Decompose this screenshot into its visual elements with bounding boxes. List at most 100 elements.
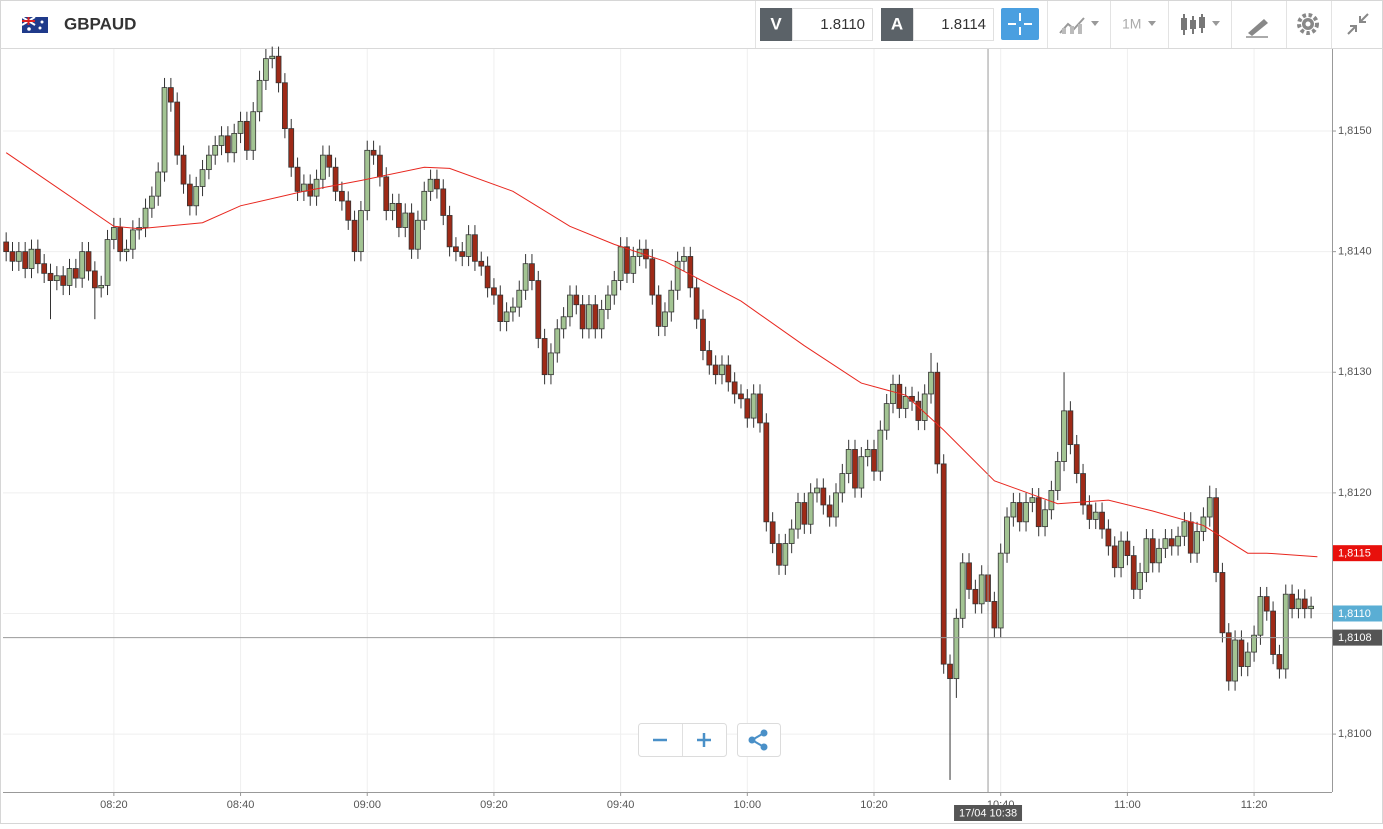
candle-body [91, 270, 98, 289]
price-tag-label: 1,8110 [1338, 608, 1371, 620]
candle-body [370, 149, 377, 156]
candle-body [712, 364, 719, 376]
candle-body [47, 272, 54, 281]
candle-body [459, 251, 466, 257]
candle-body [1099, 511, 1105, 530]
candle-body [814, 487, 820, 494]
x-tick-label: 09:20 [480, 799, 508, 811]
candle-body [750, 393, 757, 419]
timeframe-button[interactable]: 1M [1122, 16, 1156, 32]
candle-body [396, 202, 402, 228]
candle-body [206, 154, 212, 171]
chart-type-button[interactable] [1059, 17, 1099, 34]
candle-body [180, 154, 187, 185]
candle-body [516, 289, 523, 308]
zoom-in-button[interactable] [697, 733, 711, 747]
bid-button[interactable] [760, 8, 792, 41]
candle-body [301, 183, 307, 192]
candle-body [510, 306, 516, 313]
candle-body [839, 473, 846, 494]
candle-body [225, 135, 231, 154]
candle-body [129, 229, 136, 250]
candle-body [1143, 538, 1150, 573]
x-tick-label: 08:20 [100, 799, 128, 811]
candle-body [807, 492, 814, 525]
candle-body [440, 188, 447, 216]
settings-button[interactable] [1297, 13, 1319, 35]
candle-body [345, 200, 352, 221]
candle-body [738, 393, 744, 400]
ask-price: 1.8114 [941, 16, 986, 33]
crosshair-price-tag [1333, 629, 1382, 646]
candle-body [288, 128, 295, 168]
candle-body [788, 528, 795, 544]
draw-button[interactable] [1246, 19, 1268, 38]
timeframe: 1M [1122, 16, 1141, 32]
x-tick-label: 09:40 [607, 799, 635, 811]
candle-body [415, 219, 421, 250]
x-tick-label: 10:00 [734, 799, 762, 811]
candle-body [624, 246, 630, 274]
x-tick-label: 10:20 [860, 799, 888, 811]
candle-body [1181, 521, 1188, 537]
candle-body [110, 227, 117, 240]
crosshair-time-tag [954, 805, 1023, 821]
candle-body [706, 350, 713, 366]
candle-style-button[interactable] [1181, 14, 1220, 35]
candle-body [776, 543, 782, 566]
candle-body [244, 120, 250, 151]
candle-body [1048, 490, 1055, 511]
candle-body [972, 588, 979, 605]
candle-body [1111, 545, 1118, 569]
candle-body [60, 275, 67, 286]
candle-body [313, 178, 320, 197]
y-tick-label: 1,8120 [1338, 487, 1372, 499]
candle-body [725, 364, 732, 383]
crosshair-button[interactable] [1001, 8, 1039, 40]
candle-body [1016, 502, 1023, 523]
ask-box [913, 8, 994, 41]
candle-body [402, 212, 409, 228]
candle-body [497, 294, 504, 322]
candle-body [947, 663, 953, 680]
price-tag [1333, 605, 1382, 622]
symbol: GBPAUD [64, 14, 136, 33]
ask-button[interactable] [881, 8, 913, 41]
candle-body [1225, 632, 1232, 682]
candle-body [358, 210, 364, 253]
candle-body [795, 502, 801, 530]
candle-body [681, 256, 687, 262]
candle-body [98, 285, 105, 289]
candle-body [649, 258, 656, 296]
candle-body [1257, 596, 1264, 636]
candle-body [1105, 528, 1112, 547]
candle-body [700, 318, 706, 351]
candle-body [1130, 555, 1137, 590]
candle-body [1086, 504, 1093, 520]
candle-body [598, 309, 605, 330]
candle-body [465, 234, 472, 257]
candle-body [928, 371, 934, 395]
minimize-button[interactable] [1347, 13, 1369, 35]
candle-body [833, 492, 839, 518]
candle-body [104, 239, 111, 286]
candle-body [991, 601, 998, 629]
price-tag-label: 1,8115 [1338, 548, 1371, 560]
candle-body [1194, 531, 1200, 554]
candle-body [864, 449, 871, 458]
candle-body [478, 260, 485, 267]
candle-body [1137, 572, 1143, 590]
candle-body [15, 251, 22, 262]
candle-body [155, 171, 162, 197]
candle-body [852, 449, 858, 489]
y-tick-label: 1,8140 [1338, 246, 1372, 258]
plot-area: 1,8100 1,8110 1,8120 1,8130 1,8140 1,8150 08:2… [3, 46, 1382, 821]
candle-body [1124, 540, 1131, 556]
candle-body [250, 111, 257, 151]
candle-body [896, 383, 903, 409]
share-button[interactable] [737, 723, 781, 757]
price-tag [1333, 545, 1382, 562]
candle-body [218, 135, 225, 146]
candle-body [592, 304, 599, 330]
candle-body [953, 617, 960, 680]
